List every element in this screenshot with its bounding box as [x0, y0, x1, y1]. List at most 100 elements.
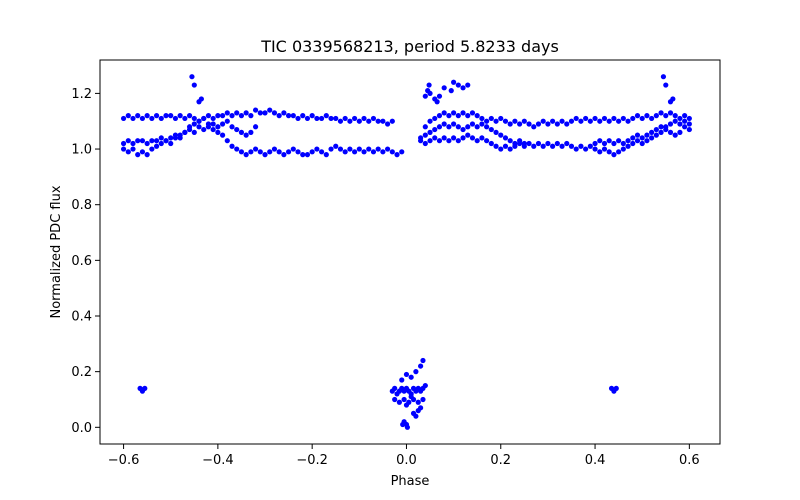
data-point — [163, 113, 169, 119]
data-point — [545, 140, 551, 147]
data-point — [658, 110, 664, 116]
data-point — [625, 143, 631, 149]
data-point — [410, 410, 417, 416]
data-point — [130, 140, 136, 147]
data-point — [465, 132, 471, 138]
data-point — [616, 118, 622, 124]
data-point — [672, 113, 678, 119]
data-point — [653, 126, 659, 133]
data-point — [285, 149, 292, 155]
data-point — [375, 146, 381, 152]
data-point — [658, 124, 664, 130]
data-point — [677, 121, 683, 127]
data-point — [224, 118, 230, 124]
data-point — [198, 96, 204, 102]
data-point — [559, 143, 565, 149]
data-point — [182, 129, 188, 135]
data-point — [512, 118, 518, 124]
data-point — [158, 140, 164, 147]
data-point — [568, 118, 575, 124]
y-tick-label: 1.2 — [71, 87, 92, 102]
data-point — [342, 115, 348, 122]
data-point — [404, 424, 411, 430]
data-point — [120, 115, 127, 122]
data-point — [512, 143, 518, 149]
data-point — [427, 129, 433, 135]
data-point — [451, 135, 457, 141]
data-point — [625, 118, 631, 124]
data-point — [474, 113, 480, 119]
data-point — [451, 110, 457, 116]
data-point — [215, 124, 221, 130]
data-point — [205, 113, 212, 119]
data-point — [663, 113, 669, 119]
data-point — [201, 126, 207, 133]
data-point — [389, 149, 395, 155]
data-point — [309, 113, 315, 119]
data-point — [465, 82, 471, 88]
data-point — [149, 146, 155, 152]
data-point — [455, 82, 461, 88]
data-point — [634, 138, 641, 144]
data-point — [401, 396, 407, 403]
data-point — [667, 129, 674, 135]
data-point — [366, 118, 372, 124]
data-point — [337, 118, 344, 124]
data-point — [191, 121, 197, 127]
data-point — [153, 143, 160, 149]
data-point — [186, 124, 193, 130]
data-point — [186, 113, 193, 119]
data-point — [158, 115, 164, 122]
data-point — [479, 135, 485, 141]
data-point — [323, 113, 329, 119]
data-point — [352, 149, 358, 155]
data-point — [234, 126, 240, 133]
data-point — [403, 371, 410, 378]
data-point — [219, 121, 226, 127]
data-point — [682, 118, 688, 124]
data-point — [427, 118, 433, 124]
data-point — [177, 113, 183, 119]
data-point — [517, 140, 523, 147]
data-point — [550, 118, 556, 124]
data-point — [422, 93, 428, 99]
data-point — [630, 115, 636, 122]
data-point — [342, 149, 348, 155]
scatter-points — [120, 74, 692, 430]
data-point — [389, 118, 395, 124]
data-point — [205, 121, 212, 127]
data-point — [238, 149, 245, 155]
data-point — [413, 369, 419, 375]
data-point — [142, 385, 148, 391]
data-point — [418, 138, 424, 144]
data-point — [337, 146, 344, 152]
data-point — [189, 74, 195, 80]
data-point — [238, 113, 245, 119]
data-point — [392, 385, 398, 391]
data-point — [229, 113, 235, 119]
data-point — [248, 129, 254, 135]
data-point — [660, 74, 667, 80]
data-point — [215, 113, 221, 119]
data-point — [243, 132, 249, 138]
data-point — [420, 357, 426, 364]
data-point — [573, 115, 579, 122]
data-point — [484, 138, 490, 144]
data-point — [484, 124, 490, 130]
data-point — [309, 149, 315, 155]
data-point — [682, 124, 688, 130]
data-point — [460, 135, 466, 141]
data-point — [426, 82, 432, 88]
data-point — [380, 118, 386, 124]
data-point — [507, 121, 513, 127]
data-point — [427, 90, 433, 96]
data-point — [219, 113, 226, 119]
data-point — [380, 149, 386, 155]
data-point — [587, 143, 593, 149]
data-point — [418, 363, 424, 369]
data-point — [149, 138, 155, 144]
x-axis-ticks: −0.6 −0.4 −0.2 0.0 0.2 0.4 0.6 — [108, 444, 700, 468]
data-point — [597, 149, 603, 155]
data-point — [323, 152, 329, 158]
data-point — [295, 115, 301, 122]
